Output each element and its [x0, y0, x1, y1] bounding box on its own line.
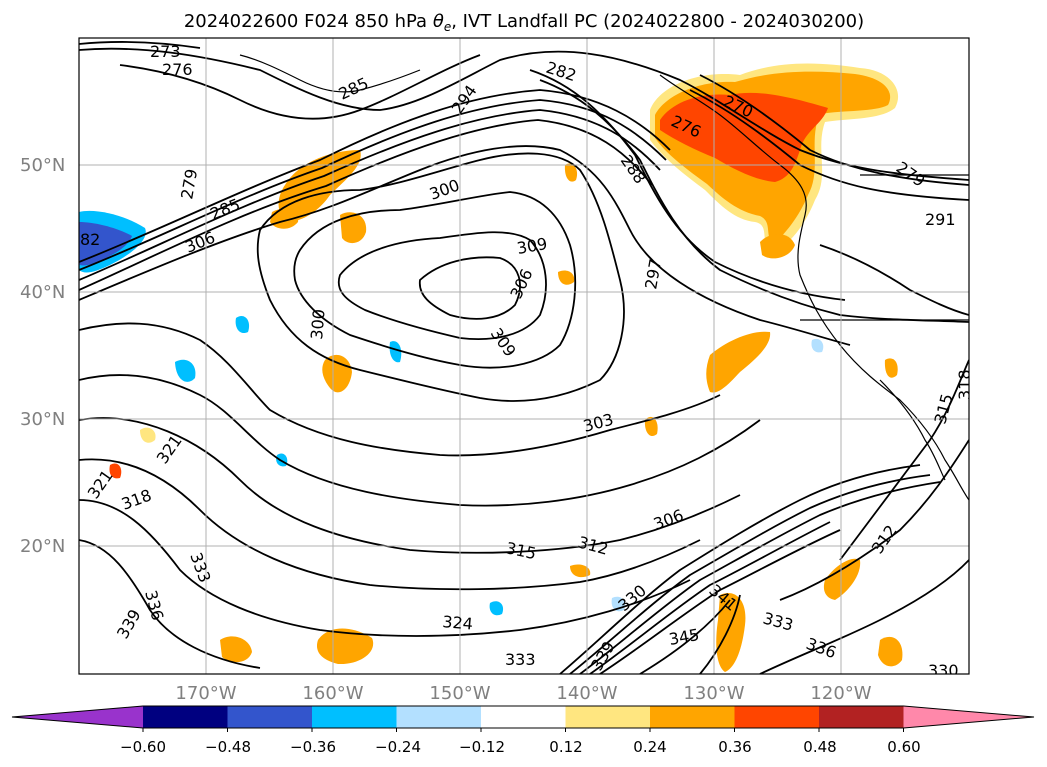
colorbar-tick: 0.36: [718, 738, 751, 756]
latitude-labels: 50°N 40°N 30°N 20°N: [20, 155, 65, 557]
negative-anomaly-coast-37n: [811, 338, 824, 353]
title-rest: , IVT Landfall PC (2024022800 - 20240302…: [451, 11, 864, 32]
title-main: 2024022600 F024 850 hPa: [184, 11, 433, 32]
positive-anomaly-pnw-inner: [660, 92, 828, 182]
positive-anomaly-162w-33n: [322, 354, 352, 393]
positive-anomaly-small-4: [884, 358, 898, 378]
negative-anomaly-153w-37n: [389, 341, 402, 363]
lon-label: 130°W: [683, 683, 744, 704]
colorbar-tick: −0.36: [290, 738, 336, 756]
colorbar-segment: [143, 706, 228, 728]
lat-label: 50°N: [20, 155, 65, 176]
contour-label: 273: [150, 42, 181, 61]
colorbar-tick: 0.60: [887, 738, 920, 756]
positive-anomaly-163w-13n: [220, 636, 252, 663]
positive-anomaly-125w-18n: [823, 558, 861, 600]
graticule: [79, 38, 969, 674]
colorbar-segment: [565, 706, 651, 728]
negative-anomaly-148w-15n: [489, 601, 504, 616]
negative-anomaly-west-45n-inner: [79, 222, 132, 266]
contour-label: 324: [442, 612, 474, 634]
colorbar: [11, 705, 1035, 732]
positive-anomaly-155w: [340, 212, 367, 244]
contour-label: 330: [928, 661, 959, 680]
contour-label: 300: [307, 308, 329, 340]
positive-anomaly-130w-35n: [706, 331, 771, 393]
contour-label: 82: [80, 230, 100, 249]
colorbar-segment: [227, 706, 313, 728]
colorbar-tick: −0.60: [120, 738, 166, 756]
lon-label: 150°W: [429, 683, 490, 704]
positive-anomaly-small-7: [570, 564, 591, 578]
colorbar-segment: [650, 706, 735, 728]
coastlines: [239, 54, 969, 501]
title-symbol: θ: [433, 11, 444, 32]
positive-anomaly-small-5: [140, 427, 156, 443]
colorbar-tick: −0.48: [205, 738, 251, 756]
lat-label: 30°N: [20, 409, 65, 430]
positive-anomaly-157w-13n: [316, 628, 374, 665]
positive-anomaly-115w-13n: [878, 636, 903, 667]
lat-label: 40°N: [20, 282, 65, 303]
theta-e-contours: [79, 41, 969, 674]
positive-anomaly-small-2: [558, 270, 575, 285]
colorbar-segment: [734, 706, 820, 728]
positive-anomaly-coast-42n: [760, 234, 795, 259]
colorbar-tick: 0.12: [549, 738, 582, 756]
contour-label: 291: [925, 210, 956, 229]
lat-label: 20°N: [20, 536, 65, 557]
colorbar-segment: [481, 706, 566, 728]
colorbar-extend-max: [903, 706, 1034, 728]
lon-label: 140°W: [556, 683, 617, 704]
positive-anomaly-small-3: [644, 416, 658, 437]
colorbar-segment: [819, 706, 904, 728]
figure-title: 2024022600 F024 850 hPa θe, IVT Landfall…: [184, 11, 864, 34]
colorbar-segment: [312, 706, 397, 728]
lon-label: 120°W: [810, 683, 871, 704]
colorbar-tick: −0.12: [459, 738, 505, 756]
colorbar-tick: −0.24: [375, 738, 421, 756]
colorbar-segment: [396, 706, 482, 728]
contour-label: 318: [955, 369, 974, 400]
title-subscript: e: [444, 20, 451, 34]
map-frame: [78, 37, 970, 675]
lon-label: 160°W: [302, 683, 363, 704]
lon-label: 170°W: [175, 683, 236, 704]
colorbar-ticks: −0.60 −0.48 −0.36 −0.24 −0.12 0.12 0.24 …: [120, 738, 921, 756]
positive-anomaly-160w-50n: [278, 150, 361, 221]
colorbar-tick: 0.24: [633, 738, 666, 756]
contour-label: 276: [162, 60, 193, 79]
contour-label: 333: [505, 650, 536, 669]
positive-anomaly-128w-15n: [716, 593, 746, 672]
positive-anomaly-small-6: [109, 463, 122, 479]
longitude-labels: 170°W 160°W 150°W 140°W 130°W 120°W: [175, 683, 871, 704]
negative-anomaly-172w-35n: [175, 359, 196, 382]
positive-anomaly-small-1: [564, 163, 578, 182]
negative-anomaly-168w-39n: [235, 315, 250, 334]
colorbar-extend-min: [12, 706, 143, 728]
map-content: 273 276 285 279 285 306 282 294 288 300 …: [79, 38, 974, 680]
colorbar-tick: 0.48: [803, 738, 836, 756]
